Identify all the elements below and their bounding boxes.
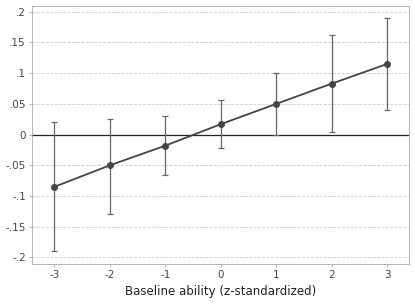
X-axis label: Baseline ability (z-standardized): Baseline ability (z-standardized) <box>125 285 316 299</box>
